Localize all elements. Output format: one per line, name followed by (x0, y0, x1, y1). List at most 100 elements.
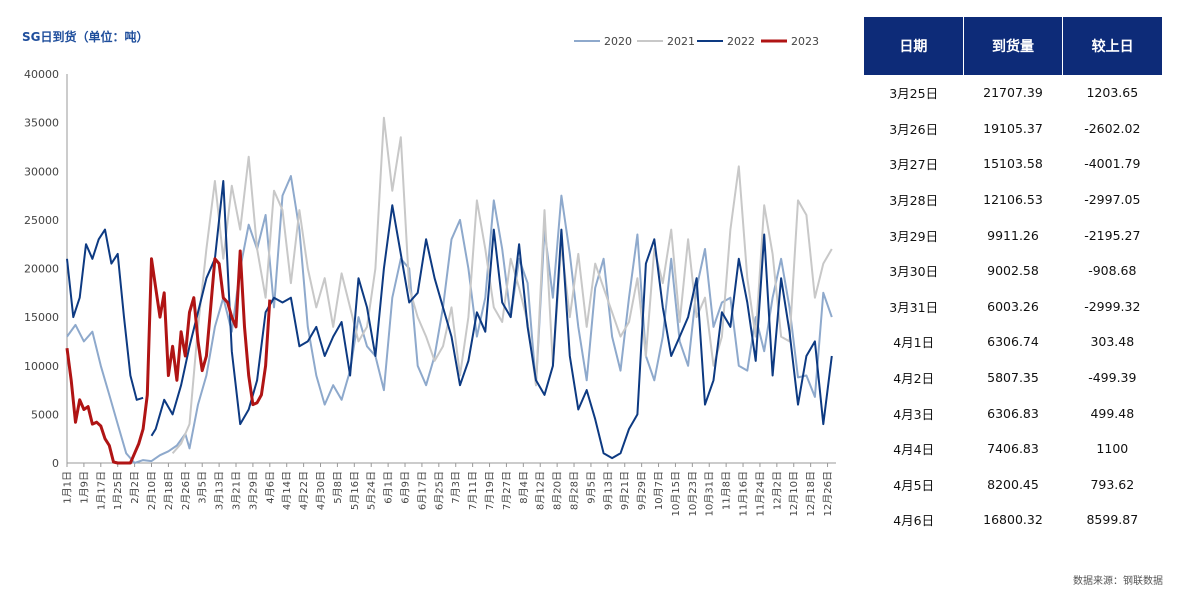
cell-date: 4月6日 (893, 513, 935, 529)
cell-arrival: 9911.26 (987, 227, 1039, 243)
y-tick-label: 25000 (24, 214, 59, 227)
cell-date: 4月2日 (893, 371, 935, 387)
x-tick-label: 8月20日 (552, 471, 564, 510)
cell-change: -2997.05 (1084, 192, 1141, 208)
table-row: 4月4日 7406.83 1100 (864, 431, 1162, 467)
table-row: 3月31日 6003.26 -2999.32 (864, 289, 1162, 325)
cell-change: 8599.87 (1086, 512, 1139, 528)
cell-arrival: 5807.35 (987, 370, 1039, 386)
x-tick-label: 2月10日 (146, 471, 158, 510)
header-arrival: 到货量 (962, 17, 1063, 75)
x-tick-label: 7月3日 (450, 471, 462, 504)
cell-date: 3月26日 (889, 121, 939, 137)
x-tick-label: 6月1日 (383, 471, 395, 504)
series-line-2020 (66, 175, 833, 464)
cell-change: -2602.02 (1084, 120, 1141, 136)
x-tick-label: 8月4日 (518, 471, 530, 504)
table-row: 3月28日 12106.53 -2997.05 (864, 182, 1162, 218)
x-tick-label: 12月18日 (805, 471, 817, 516)
cell-arrival: 19105.37 (983, 120, 1043, 136)
cell-arrival: 7406.83 (987, 441, 1039, 457)
x-tick-label: 3月29日 (247, 471, 259, 510)
cell-date: 3月28日 (889, 193, 939, 209)
cell-arrival: 6306.74 (987, 334, 1039, 350)
cell-date: 3月29日 (889, 228, 939, 244)
x-tick-label: 1月1日 (62, 471, 74, 504)
x-tick-label: 11月8日 (721, 471, 733, 510)
y-tick-label: 20000 (24, 263, 59, 276)
table-row: 3月30日 9002.58 -908.68 (864, 253, 1162, 289)
legend-label-2021: 2021 (667, 35, 695, 48)
cell-date: 3月30日 (889, 264, 939, 280)
cell-arrival: 6003.26 (987, 298, 1039, 314)
header-change: 较上日 (1062, 17, 1162, 75)
cell-change: -4001.79 (1084, 156, 1141, 172)
cell-arrival: 21707.39 (983, 85, 1043, 101)
x-tick-label: 1月17日 (95, 471, 107, 510)
x-tick-label: 9月29日 (636, 471, 648, 510)
x-tick-label: 2月18日 (163, 471, 175, 510)
x-tick-label: 6月25日 (433, 471, 445, 510)
x-tick-label: 7月11日 (467, 471, 479, 510)
x-tick-label: 5月24日 (366, 471, 378, 510)
x-tick-label: 10月7日 (653, 471, 665, 510)
table-row: 4月2日 5807.35 -499.39 (864, 360, 1162, 396)
cell-arrival: 9002.58 (987, 263, 1039, 279)
table-row: 3月25日 21707.39 1203.65 (864, 75, 1162, 111)
x-tick-label: 10月15日 (670, 471, 682, 516)
x-tick-label: 9月21日 (619, 471, 631, 510)
table-row: 4月6日 16800.32 8599.87 (864, 502, 1162, 538)
chart-title: SG日到货（单位：吨） (22, 30, 149, 44)
arrival-line-chart: 0 5000 10000 15000 20000 25000 30000 35000 40000… (24, 35, 836, 516)
cell-change: 499.48 (1090, 405, 1135, 421)
series-line-2023 (65, 249, 272, 465)
y-tick-label: 30000 (24, 165, 59, 178)
x-tick-label: 4月6日 (264, 471, 276, 504)
x-tick-label: 2月2日 (129, 471, 141, 504)
cell-arrival: 6306.83 (987, 405, 1039, 421)
x-tick-label: 3月21日 (231, 471, 243, 510)
legend-label-2023: 2023 (791, 35, 819, 48)
x-tick-label: 12月2日 (771, 471, 783, 510)
x-tick-label: 9月13日 (602, 471, 614, 510)
cell-change: -908.68 (1088, 263, 1137, 279)
cell-date: 4月3日 (893, 406, 935, 422)
x-tick-label: 3月13日 (214, 471, 226, 510)
cell-arrival: 16800.32 (983, 512, 1043, 528)
cell-change: 1203.65 (1086, 85, 1139, 101)
cell-date: 4月1日 (893, 335, 935, 351)
table-row: 4月1日 6306.74 303.48 (864, 324, 1162, 360)
x-tick-label: 5月16日 (349, 471, 361, 510)
cell-change: -2195.27 (1084, 227, 1141, 243)
cell-arrival: 15103.58 (983, 156, 1043, 172)
cell-change: 793.62 (1090, 476, 1135, 492)
cell-change: -499.39 (1088, 370, 1137, 386)
y-tick-label: 10000 (24, 360, 59, 373)
series-line-2022 (66, 180, 833, 460)
x-tick-label: 6月9日 (400, 471, 412, 504)
cell-date: 3月25日 (889, 86, 939, 102)
x-tick-label: 11月24日 (754, 471, 766, 516)
cell-date: 3月31日 (889, 299, 939, 315)
x-tick-label: 2月26日 (180, 471, 192, 510)
y-tick-label: 5000 (31, 408, 59, 421)
x-tick-label: 8月12日 (535, 471, 547, 510)
table-row: 4月3日 6306.83 499.48 (864, 395, 1162, 431)
table-row: 3月27日 15103.58 -4001.79 (864, 146, 1162, 182)
x-tick-label: 7月27日 (501, 471, 513, 510)
table-row: 3月29日 9911.26 -2195.27 (864, 217, 1162, 253)
cell-date: 4月5日 (893, 477, 935, 493)
header-date: 日期 (864, 17, 964, 75)
x-tick-label: 10月31日 (704, 471, 716, 516)
table-row: 3月26日 19105.37 -2602.02 (864, 111, 1162, 147)
y-tick-label: 0 (52, 457, 59, 470)
x-tick-label: 4月22日 (298, 471, 310, 510)
data-source: 数据来源：钢联数据 (1073, 576, 1163, 587)
cell-date: 3月27日 (889, 157, 939, 173)
cell-change: 303.48 (1090, 334, 1135, 350)
x-tick-label: 9月5日 (585, 471, 597, 504)
y-tick-label: 40000 (24, 68, 59, 81)
x-tick-label: 1月25日 (112, 471, 124, 510)
cell-change: 1100 (1096, 441, 1129, 457)
x-tick-label: 1月9日 (78, 471, 90, 504)
